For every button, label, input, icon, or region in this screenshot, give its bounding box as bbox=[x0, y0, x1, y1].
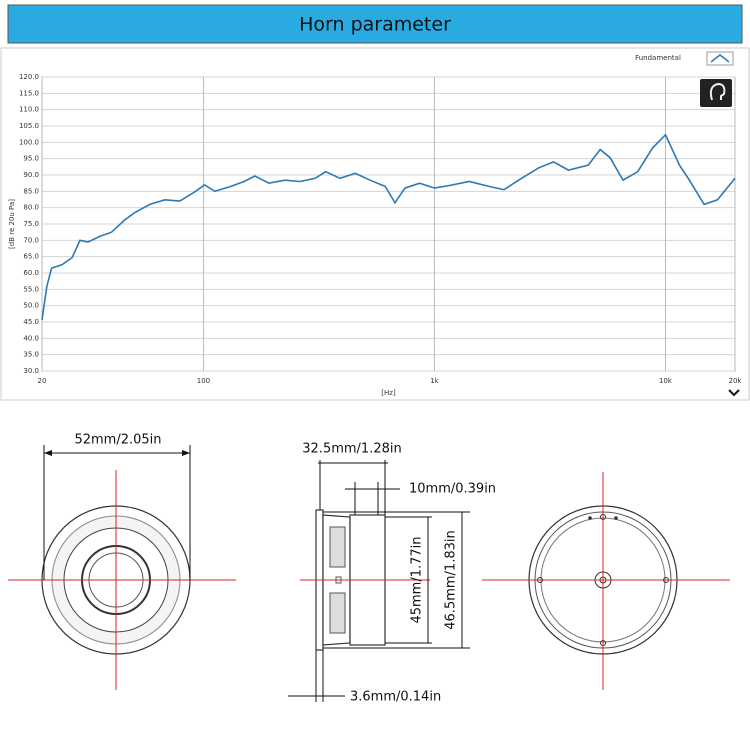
y-tick-label: 45.0 bbox=[23, 318, 39, 326]
y-tick-label: 105.0 bbox=[19, 122, 39, 130]
speaker-icon-glyph bbox=[709, 82, 726, 101]
legend-swatch bbox=[710, 54, 730, 63]
x-tick-label: 1k bbox=[430, 377, 439, 385]
chart: 30.0 35.0 40.0 45.0 50.0 55.0 60.0 65.0 70.0 75.0… bbox=[8, 51, 743, 397]
dimension-label: 52mm/2.05in bbox=[74, 433, 161, 448]
data-line bbox=[41, 133, 736, 321]
y-tick-label: 95.0 bbox=[23, 155, 39, 163]
dimension-label: 32.5mm/1.28in bbox=[302, 442, 401, 457]
x-tick-label: 100 bbox=[197, 377, 210, 385]
y-tick-label: 65.0 bbox=[23, 253, 39, 261]
y-tick-label: 40.0 bbox=[23, 334, 39, 342]
y-tick-label: 115.0 bbox=[19, 89, 39, 97]
expand-icon[interactable] bbox=[728, 389, 740, 397]
back-view bbox=[482, 472, 730, 690]
y-tick-label: 55.0 bbox=[23, 285, 39, 293]
y-axis-label: [dB re 20u Pa] bbox=[8, 199, 16, 249]
y-tick-label: 60.0 bbox=[23, 269, 39, 277]
y-tick-label: 50.0 bbox=[23, 302, 39, 310]
dimension-label: 45mm/1.77in bbox=[410, 536, 425, 623]
x-axis-label: [Hz] bbox=[381, 389, 396, 397]
y-tick-label: 90.0 bbox=[23, 171, 39, 179]
header-bar bbox=[7, 4, 743, 44]
dimension-label: 10mm/0.39in bbox=[409, 482, 496, 497]
y-tick-label: 70.0 bbox=[23, 236, 39, 244]
dimension-label: 46.5mm/1.83in bbox=[444, 530, 459, 629]
front-view bbox=[8, 445, 236, 690]
x-tick-label: 10k bbox=[659, 377, 673, 385]
side-view bbox=[288, 460, 470, 702]
y-tick-label: 100.0 bbox=[19, 138, 39, 146]
y-tick-label: 120.0 bbox=[19, 73, 39, 81]
y-tick-label: 75.0 bbox=[23, 220, 39, 228]
y-tick-label: 85.0 bbox=[23, 187, 39, 195]
x-tick-label: 20 bbox=[38, 377, 47, 385]
dimension-label: 3.6mm/0.14in bbox=[350, 690, 441, 705]
legend-box bbox=[706, 51, 734, 66]
y-tick-label: 35.0 bbox=[23, 351, 39, 359]
legend-label: Fundamental bbox=[635, 54, 681, 62]
header-title: Horn parameter bbox=[299, 14, 451, 36]
x-tick-label: 20k bbox=[729, 377, 743, 385]
y-tick-label: 110.0 bbox=[19, 106, 39, 114]
speaker-icon bbox=[700, 79, 732, 107]
y-tick-label: 80.0 bbox=[23, 204, 39, 212]
y-tick-label: 30.0 bbox=[23, 367, 39, 375]
